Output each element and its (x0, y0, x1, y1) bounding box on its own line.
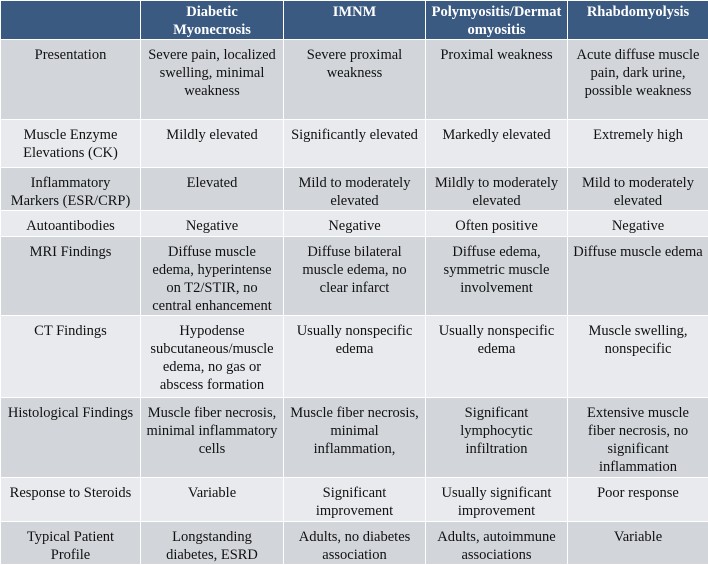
table-cell: Mild to moderately elevated (568, 168, 708, 211)
table-cell: Usually significant improvement (426, 478, 568, 522)
row-label: Inflammatory Markers (ESR/CRP) (1, 168, 141, 211)
table-cell: Diffuse muscle edema (568, 237, 708, 316)
table-cell: Significant lymphocytic infiltration (426, 398, 568, 478)
row-label: MRI Findings (1, 237, 141, 316)
table-cell: Longstanding diabetes, ESRD (141, 522, 284, 565)
table-cell: Significant improvement (284, 478, 426, 522)
table-cell: Mildly elevated (141, 120, 284, 168)
table-cell: Adults, no diabetes association (284, 522, 426, 565)
table-cell: Diffuse muscle edema, hyperintense on T2… (141, 237, 284, 316)
table-cell: Usually nonspecific edema (284, 316, 426, 398)
table-cell: Acute diffuse muscle pain, dark urine, p… (568, 40, 708, 120)
row-label: CT Findings (1, 316, 141, 398)
table-cell: Significantly elevated (284, 120, 426, 168)
table-cell: Negative (141, 211, 284, 237)
row-label: Presentation (1, 40, 141, 120)
row-label: Histological Findings (1, 398, 141, 478)
table-cell: Poor response (568, 478, 708, 522)
row-label: Autoantibodies (1, 211, 141, 237)
table-cell: Extremely high (568, 120, 708, 168)
table-cell: Often positive (426, 211, 568, 237)
table-cell: Mild to moderately elevated (284, 168, 426, 211)
table-cell: Negative (284, 211, 426, 237)
table-cell: Extensive muscle fiber necrosis, no sign… (568, 398, 708, 478)
header-cell: Rhabdomyolysis (568, 1, 708, 40)
table-cell: Variable (568, 522, 708, 565)
table-cell: Negative (568, 211, 708, 237)
table-cell: Markedly elevated (426, 120, 568, 168)
header-cell: Diabetic Myonecrosis (141, 1, 284, 40)
table-cell: Variable (141, 478, 284, 522)
table-cell: Severe pain, localized swelling, minimal… (141, 40, 284, 120)
table-cell: Hypodense subcutaneous/muscle edema, no … (141, 316, 284, 398)
table-cell: Elevated (141, 168, 284, 211)
row-label: Typical Patient Profile (1, 522, 141, 565)
header-cell: Polymyositis/Dermatomyositis (426, 1, 568, 40)
table-cell: Proximal weakness (426, 40, 568, 120)
header-cell (1, 1, 141, 40)
header-cell: IMNM (284, 1, 426, 40)
table-cell: Adults, autoimmune associations (426, 522, 568, 565)
table-cell: Severe proximal weakness (284, 40, 426, 120)
table-cell: Mildly to moderately elevated (426, 168, 568, 211)
table-row: Muscle Enzyme Elevations (CK)Mildly elev… (1, 120, 708, 168)
row-label: Muscle Enzyme Elevations (CK) (1, 120, 141, 168)
table-cell: Usually nonspecific edema (426, 316, 568, 398)
table-cell: Muscle fiber necrosis, minimal inflammat… (141, 398, 284, 478)
table-cell: Muscle fiber necrosis, minimal inflammat… (284, 398, 426, 478)
table-cell: Diffuse edema, symmetric muscle involvem… (426, 237, 568, 316)
table-cell: Diffuse bilateral muscle edema, no clear… (284, 237, 426, 316)
table-cell: Muscle swelling, nonspecific (568, 316, 708, 398)
row-label: Response to Steroids (1, 478, 141, 522)
